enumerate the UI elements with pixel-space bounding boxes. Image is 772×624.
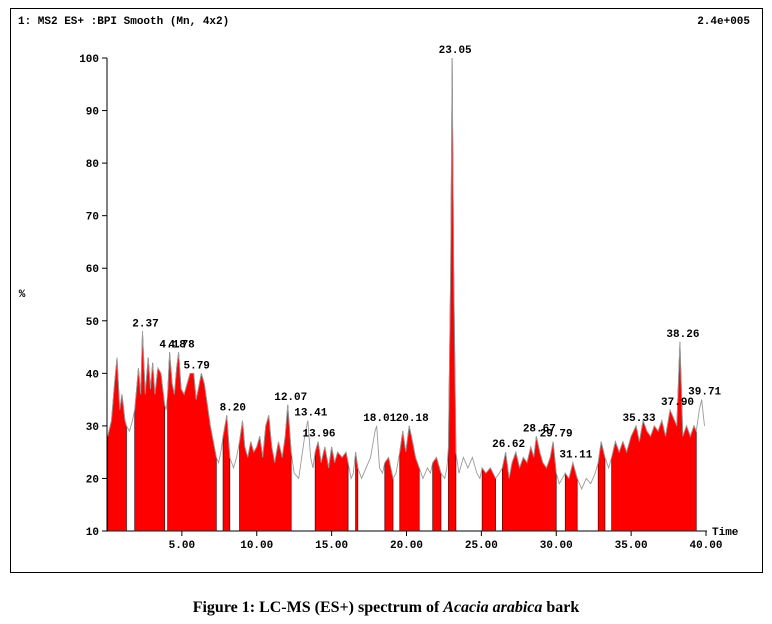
peak-label: 31.11 xyxy=(559,450,592,462)
filled-peak xyxy=(448,57,457,532)
peak-label: 13.96 xyxy=(303,429,336,441)
peak-label: 39.71 xyxy=(688,387,721,399)
peak-label: 4.78 xyxy=(168,339,195,351)
peak-label: 8.20 xyxy=(220,402,246,414)
y-tick-label: 30 xyxy=(86,422,99,434)
filled-peak xyxy=(384,456,394,532)
caption-species: Acacia arabica xyxy=(442,599,542,616)
caption-suffix: bark xyxy=(542,599,579,616)
peak-label: 37.90 xyxy=(661,397,694,409)
x-label: Time xyxy=(712,527,739,539)
filled-peak xyxy=(399,425,420,532)
frame xyxy=(10,8,763,573)
peak-label: 23.05 xyxy=(439,45,472,57)
y-label: % xyxy=(19,289,26,301)
filled-peak xyxy=(167,352,217,532)
caption: Figure 1: LC-MS (ES+) spectrum of Acacia… xyxy=(193,599,580,616)
filled-peak xyxy=(107,357,127,532)
y-tick-label: 20 xyxy=(86,474,99,486)
y-tick-label: 60 xyxy=(86,264,99,276)
x-tick-label: 15.00 xyxy=(315,540,348,552)
x-tick-label: 35.00 xyxy=(615,540,648,552)
filled-peak xyxy=(134,331,166,532)
y-tick-label: 80 xyxy=(86,159,99,171)
x-tick-label: 40.00 xyxy=(689,540,722,552)
filled-peak xyxy=(481,466,496,532)
peak-label: 20.18 xyxy=(396,413,429,425)
x-tick-label: 25.00 xyxy=(465,540,498,552)
peak-label: 29.79 xyxy=(540,429,573,441)
scale-label: 2.4e+005 xyxy=(697,16,750,28)
trace-line xyxy=(107,57,705,491)
filled-peak xyxy=(611,341,697,532)
peak-label: 12.07 xyxy=(274,392,307,404)
y-tick-label: 10 xyxy=(86,527,99,539)
x-tick-label: 20.00 xyxy=(390,540,423,552)
y-tick-label: 50 xyxy=(86,317,99,329)
caption-prefix: Figure 1: LC-MS (ES+) spectrum of xyxy=(193,599,444,616)
peak-label: 38.26 xyxy=(666,329,699,341)
peak-label: 5.79 xyxy=(184,360,210,372)
y-tick-label: 40 xyxy=(86,369,99,381)
peak-label: 13.41 xyxy=(294,408,327,420)
peak-label: 18.01 xyxy=(363,413,396,425)
peak-label: 28.67 xyxy=(523,423,556,435)
x-tick-label: 10.00 xyxy=(240,540,273,552)
y-tick-label: 100 xyxy=(79,54,99,66)
peak-label: 4.18 xyxy=(159,339,186,351)
y-tick-label: 90 xyxy=(86,107,99,119)
y-tick-label: 70 xyxy=(86,212,99,224)
x-tick-label: 5.00 xyxy=(169,540,195,552)
filled-peak xyxy=(239,404,292,532)
peak-label: 26.62 xyxy=(492,439,525,451)
header: 1: MS2 ES+ :BPI Smooth (Mn, 4x2) xyxy=(18,16,229,28)
x-tick-label: 30.00 xyxy=(540,540,573,552)
peak-label: 2.37 xyxy=(132,318,158,330)
peak-label: 35.33 xyxy=(623,413,656,425)
